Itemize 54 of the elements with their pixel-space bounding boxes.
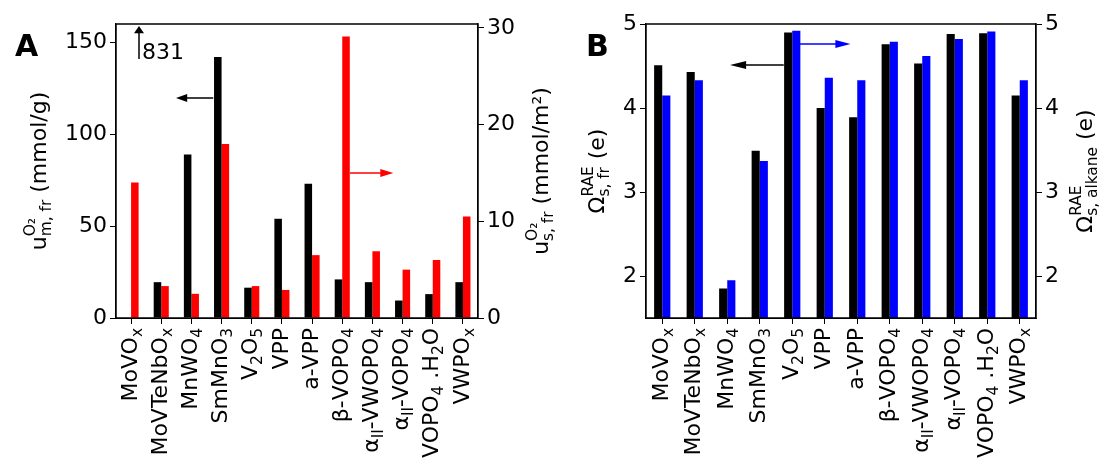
y2-tick-label: 4 <box>1045 93 1059 119</box>
x-tick-label: MoVOx <box>116 328 146 402</box>
bar <box>432 259 441 318</box>
bar <box>462 216 471 318</box>
bar <box>342 36 350 318</box>
x-tick-label: VOPO4 .H2O <box>972 327 1002 458</box>
y-tick-label: 150 <box>64 28 107 54</box>
y2-axis-title: uO₂s, fr (mmol/m²) <box>523 87 557 255</box>
x-tick-label: MnWO4 <box>712 328 742 410</box>
x-tick-label: MnWO4 <box>177 328 207 410</box>
x-tick-label: VWPOx <box>1005 328 1035 405</box>
y-tick-label: 100 <box>64 119 107 145</box>
y2-tick-label: 3 <box>1045 177 1059 203</box>
x-tick-label: V2O5 <box>777 328 807 380</box>
y2-tick-label: 0 <box>487 303 502 329</box>
y2-tick-label: 5 <box>1045 9 1059 35</box>
x-tick-label: β-VOPO4 <box>327 328 357 423</box>
y2-tick-label: 10 <box>487 207 516 233</box>
bar <box>402 269 411 318</box>
y2-tick-label: 30 <box>487 13 516 39</box>
x-tick-label: a-VPP <box>297 328 323 390</box>
x-tick-label: a-VPP <box>842 328 868 390</box>
annotation: 831 <box>142 38 185 64</box>
y-tick-label: 50 <box>78 211 107 237</box>
y-axis-title: ΩRAEs, fr (e) <box>579 128 613 214</box>
x-tick-label: MoVTeNbOx <box>146 328 176 456</box>
x-tick-label: SmMnO3 <box>745 328 775 424</box>
x-tick-label: V2O5 <box>237 328 267 380</box>
y-tick-label: 0 <box>92 303 107 329</box>
bar <box>281 289 290 318</box>
x-tick-label: VWPOx <box>448 328 478 405</box>
bar <box>131 182 139 318</box>
x-tick-label: MoVOx <box>647 328 677 402</box>
y-axis-title: uO₂m, fr (mmol/g) <box>21 91 55 251</box>
x-tick-label: VPP <box>267 327 293 370</box>
y2-tick-label: 2 <box>1045 261 1059 287</box>
y-tick-label: 3 <box>623 177 637 203</box>
x-tick-label: MoVTeNbOx <box>680 328 710 456</box>
y-tick-label: 2 <box>623 261 637 287</box>
x-tick-label: β-VOPO4 <box>875 328 905 423</box>
y-tick-label: 4 <box>623 93 637 119</box>
y-tick-label: 5 <box>623 9 637 35</box>
y2-tick-label: 20 <box>487 110 516 136</box>
y2-axis-title: ΩRAEs, alkane (e) <box>1067 109 1101 233</box>
x-tick-label: αII-VOPO4 <box>940 328 970 431</box>
x-tick-label: αII-VOPO4 <box>388 328 418 431</box>
x-tick-label: αII-VWOPO4 <box>907 328 937 453</box>
x-tick-label: VPP <box>810 327 836 370</box>
chart-title: A <box>15 27 39 63</box>
x-tick-label: αII-VWOPO4 <box>358 328 388 453</box>
x-tick-label: VOPO4 .H2O <box>418 327 448 458</box>
bar <box>191 293 199 318</box>
chart-title: B <box>586 27 609 63</box>
x-tick-label: SmMnO3 <box>207 328 237 424</box>
